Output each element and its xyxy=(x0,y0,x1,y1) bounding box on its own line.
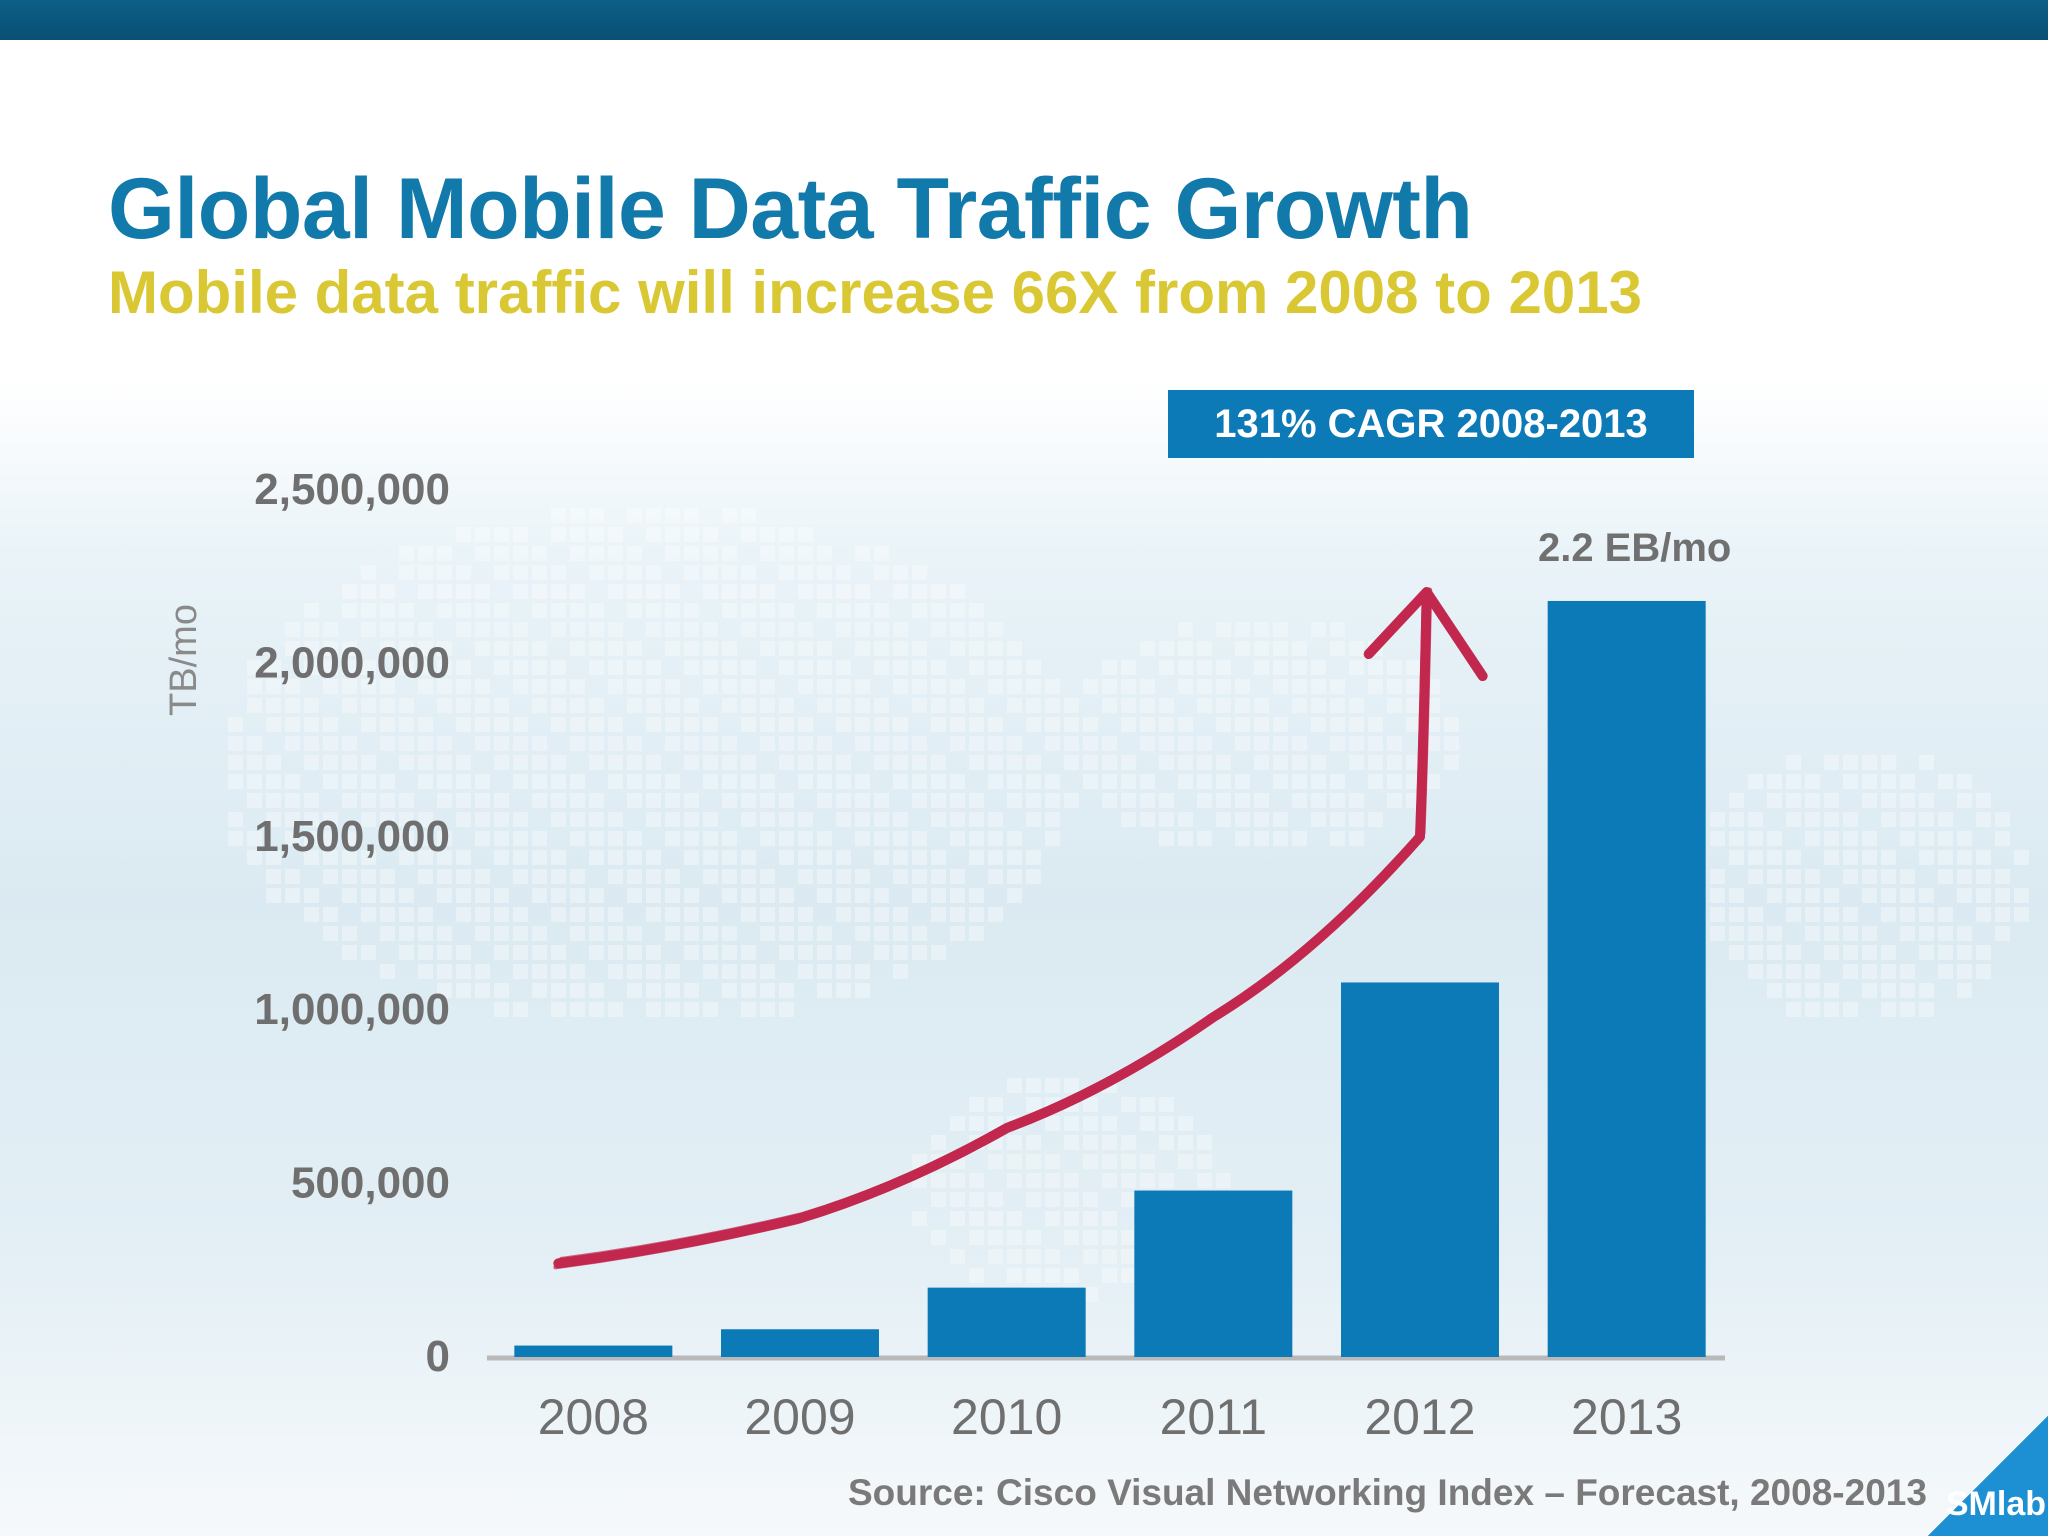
annotation-2013: 2.2 EB/mo xyxy=(1538,526,1731,570)
x-tick-label: 2011 xyxy=(1160,1389,1268,1445)
x-tick-label: 2009 xyxy=(744,1389,855,1445)
y-tick-label: 1,500,000 xyxy=(254,812,450,861)
y-tick-label: 500,000 xyxy=(291,1159,450,1208)
y-axis-tick-labels: 0 500,000 1,000,000 1,500,000 2,000,000 2,500… xyxy=(254,465,450,1381)
growth-arrow xyxy=(553,587,1488,1270)
growth-arrow-head xyxy=(1363,587,1488,682)
bar-series xyxy=(514,600,1706,1357)
x-tick-label: 2010 xyxy=(951,1389,1062,1445)
cagr-badge: 131% CAGR 2008-2013 xyxy=(1168,390,1694,458)
slide-subtitle: Mobile data traffic will increase 66X fr… xyxy=(108,259,1642,326)
bar-2008 xyxy=(514,1345,673,1357)
growth-arrow-stroke xyxy=(553,589,1432,1269)
x-tick-label: 2012 xyxy=(1364,1389,1475,1445)
corner-badge xyxy=(1928,1416,2048,1536)
source-note: Source: Cisco Visual Networking Index – … xyxy=(848,1472,1927,1513)
y-tick-label: 2,500,000 xyxy=(254,465,450,514)
bar-2010 xyxy=(927,1287,1086,1357)
bar-2011 xyxy=(1134,1190,1293,1357)
cagr-badge-label: 131% CAGR 2008-2013 xyxy=(1214,401,1648,446)
y-tick-label: 2,000,000 xyxy=(254,638,450,687)
bar-2012 xyxy=(1341,982,1499,1357)
bar-2013 xyxy=(1547,600,1706,1357)
y-tick-label: 1,000,000 xyxy=(254,985,450,1034)
x-tick-label: 2013 xyxy=(1571,1389,1682,1445)
y-axis-title: TB/mo xyxy=(163,604,205,716)
y-tick-label: 0 xyxy=(426,1332,450,1381)
top-bar xyxy=(0,0,2048,40)
x-tick-label: 2008 xyxy=(538,1389,649,1445)
slide-title: Global Mobile Data Traffic Growth xyxy=(108,161,1473,257)
x-axis-tick-labels: 2008 2009 2010 2011 2012 2013 xyxy=(538,1389,1683,1445)
bar-2009 xyxy=(721,1329,879,1357)
corner-badge-label: SMlab xyxy=(1945,1485,2046,1523)
growth-arrow-stroke xyxy=(558,587,1433,1262)
growth-arrow-stroke xyxy=(553,596,1426,1270)
